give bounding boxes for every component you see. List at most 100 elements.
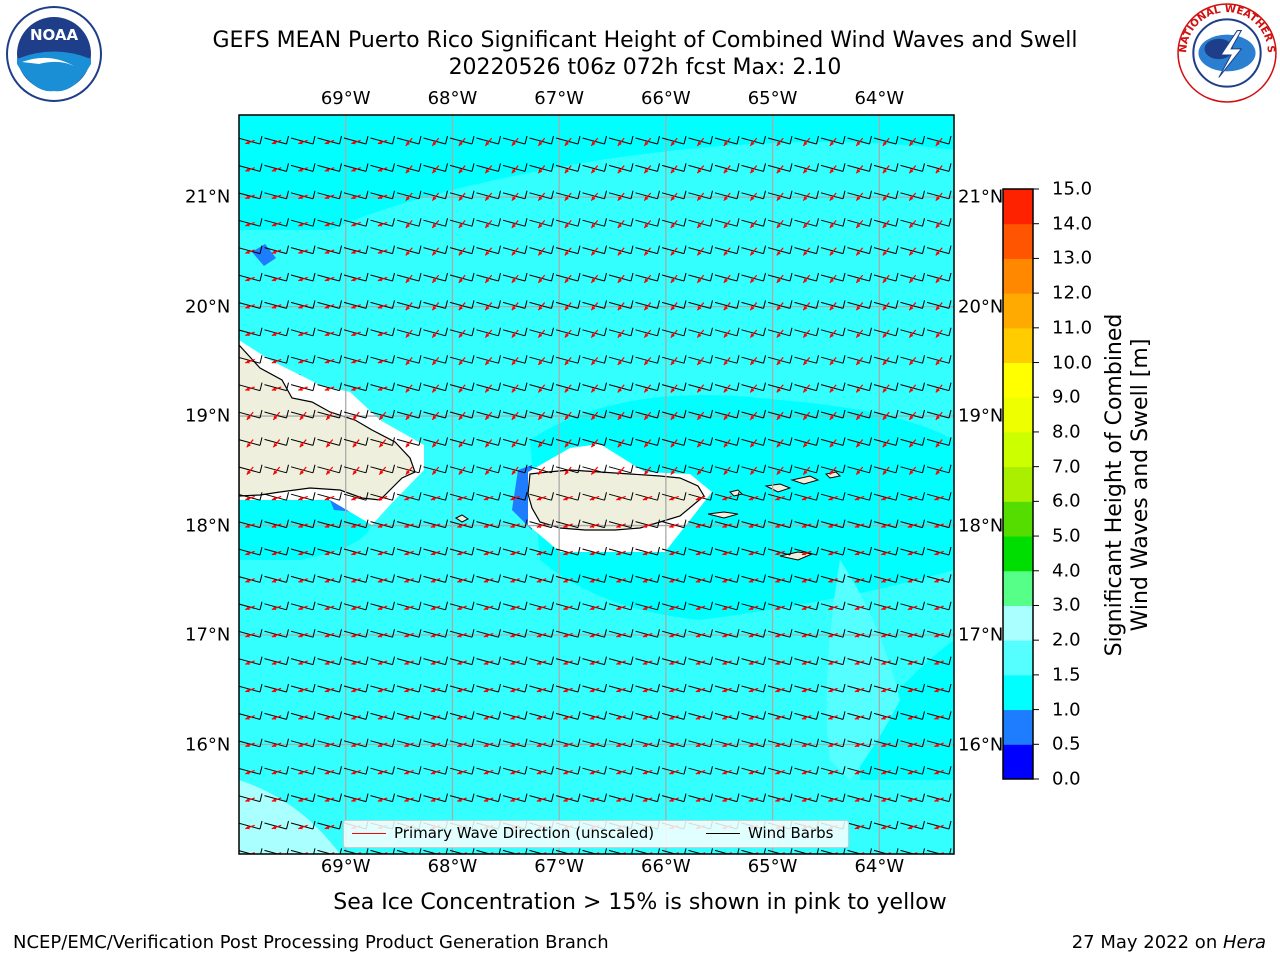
wave-arrow: [669, 715, 679, 720]
wind-barb: [476, 546, 501, 556]
wave-arrow: [723, 411, 731, 421]
wind-barb: [794, 245, 819, 255]
wind-barb: [741, 464, 766, 474]
wind-barb: [688, 163, 713, 172]
wave-arrow: [298, 304, 308, 309]
wave-arrow: [882, 384, 890, 393]
wave-arrow: [483, 523, 494, 528]
wind-barb: [449, 190, 475, 200]
wind-barb: [449, 300, 475, 309]
wave-arrow: [643, 274, 652, 284]
wave-arrow: [271, 742, 282, 748]
wave-arrow: [749, 274, 758, 284]
wind-barb: [502, 218, 528, 227]
wind-barb: [476, 601, 501, 611]
wind-barb: [370, 327, 395, 337]
wave-arrow: [564, 137, 572, 147]
wave-arrow: [351, 632, 361, 638]
wind-barb: [370, 245, 395, 255]
wind-barb: [794, 601, 819, 611]
wave-arrow: [854, 715, 865, 720]
wave-arrow: [563, 687, 573, 693]
wind-barb: [423, 327, 448, 337]
wind-barb: [370, 656, 395, 666]
wave-arrow: [537, 329, 546, 339]
wind-barb: [847, 683, 872, 693]
wave-arrow: [246, 411, 254, 421]
wind-barb: [926, 766, 952, 775]
wind-barb: [290, 519, 316, 529]
wave-arrow: [590, 384, 599, 393]
wave-arrow: [590, 247, 599, 256]
wave-arrow: [245, 167, 255, 172]
wave-arrow: [377, 605, 388, 611]
wave-arrow: [324, 304, 335, 309]
wind-barb: [926, 245, 952, 255]
wave-arrow: [510, 660, 520, 665]
wave-arrow: [670, 329, 678, 339]
wind-barb: [396, 163, 422, 172]
wave-arrow: [537, 411, 546, 421]
wave-arrow: [536, 523, 547, 528]
wave-arrow: [589, 660, 600, 665]
wind-barb: [370, 382, 395, 392]
wind-barb: [820, 190, 846, 200]
wind-barb: [900, 711, 925, 720]
wind-barb: [239, 382, 263, 392]
wind-barb: [847, 656, 872, 666]
wind-barb: [873, 820, 899, 830]
wind-barb: [767, 300, 793, 309]
wind-barb: [635, 190, 660, 200]
wave-arrow: [537, 137, 546, 147]
wind-barb: [714, 683, 740, 693]
wave-arrow: [351, 249, 361, 254]
wind-barb: [794, 793, 819, 803]
wind-barb: [688, 683, 713, 693]
wave-arrow: [642, 769, 653, 775]
wave-arrow: [324, 194, 335, 200]
wave-arrow: [643, 219, 652, 229]
wave-arrow: [669, 605, 679, 611]
wave-arrow: [617, 329, 625, 339]
wave-arrow: [563, 660, 573, 665]
wind-barb: [847, 272, 872, 282]
wave-arrow: [828, 797, 838, 802]
wind-barb: [608, 766, 634, 775]
wind-barb: [926, 300, 952, 309]
wind-barb: [239, 437, 263, 446]
wave-arrow: [854, 769, 865, 775]
wind-barb: [476, 245, 501, 255]
wind-barb: [502, 382, 528, 392]
wave-arrow: [245, 769, 255, 775]
wind-barb: [476, 629, 501, 638]
wind-barb: [449, 629, 475, 638]
wind-barb: [476, 190, 501, 200]
wave-arrow: [590, 466, 599, 476]
wave-arrow: [324, 715, 335, 720]
wind-barb: [423, 437, 448, 446]
wind-barb: [714, 355, 740, 364]
wind-barb: [449, 437, 475, 446]
wind-barb: [714, 135, 740, 145]
wind-barb: [767, 437, 793, 446]
wave-arrow: [563, 578, 573, 583]
wind-barb: [900, 546, 925, 556]
wave-arrow: [829, 466, 837, 476]
wind-barb: [847, 574, 872, 583]
wave-arrow: [802, 247, 811, 256]
wind-barb: [529, 601, 554, 611]
wind-barb: [370, 601, 395, 611]
wave-arrow: [483, 715, 494, 720]
wind-barb: [529, 683, 554, 693]
wind-barb: [767, 574, 793, 583]
wind-barb: [343, 656, 369, 666]
wave-arrow: [801, 578, 812, 583]
wind-barb: [502, 738, 528, 748]
wave-arrow: [299, 466, 307, 476]
wave-arrow: [776, 411, 784, 421]
wave-arrow: [908, 302, 917, 311]
wind-barb: [476, 793, 501, 803]
wind-barb: [317, 683, 342, 693]
wave-arrow: [511, 274, 519, 284]
wind-barb: [608, 190, 634, 200]
